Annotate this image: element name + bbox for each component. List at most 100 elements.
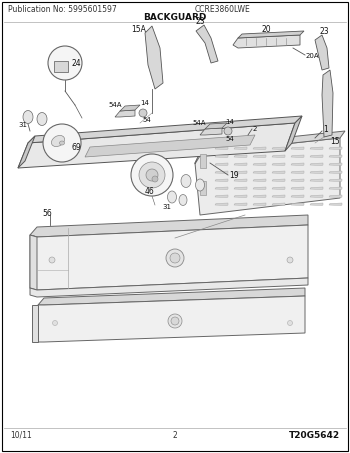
Circle shape [48,46,82,80]
Polygon shape [195,146,205,164]
Polygon shape [310,163,323,165]
Text: 54A: 54A [108,102,121,108]
Polygon shape [310,171,323,173]
Polygon shape [30,215,308,237]
Text: 54: 54 [142,117,151,123]
Text: 20: 20 [262,24,272,34]
Polygon shape [253,147,266,149]
Text: 10/11: 10/11 [10,430,32,439]
Polygon shape [329,147,342,149]
Circle shape [170,253,180,263]
Circle shape [139,109,147,117]
Text: 54A: 54A [192,120,205,126]
Polygon shape [196,25,218,63]
Polygon shape [195,138,340,215]
Polygon shape [215,195,228,198]
Text: Publication No: 5995601597: Publication No: 5995601597 [8,5,117,14]
Text: 15: 15 [330,136,339,145]
Polygon shape [215,155,228,158]
Text: 20A: 20A [306,53,320,59]
Circle shape [168,314,182,328]
Polygon shape [272,203,285,206]
Polygon shape [329,187,342,189]
Polygon shape [215,163,228,165]
Polygon shape [200,128,222,135]
Polygon shape [315,35,329,70]
Polygon shape [310,187,323,189]
Polygon shape [238,31,304,38]
Text: 14: 14 [225,119,234,125]
Polygon shape [120,105,140,111]
Polygon shape [28,116,302,143]
Ellipse shape [51,135,64,147]
Text: 23: 23 [320,28,330,37]
Text: T20G5642: T20G5642 [289,430,340,439]
Ellipse shape [179,194,187,206]
Polygon shape [38,296,305,342]
Polygon shape [234,163,247,165]
Polygon shape [234,195,247,198]
Text: 1: 1 [323,125,328,135]
Polygon shape [310,155,323,158]
Polygon shape [233,35,300,48]
Polygon shape [291,203,304,206]
Polygon shape [272,187,285,189]
Polygon shape [322,70,333,137]
Circle shape [166,249,184,267]
Text: CCRE3860LWE: CCRE3860LWE [195,5,251,14]
Circle shape [287,321,293,326]
Text: 14: 14 [140,100,149,106]
Polygon shape [215,187,228,189]
Polygon shape [85,135,255,157]
Polygon shape [329,203,342,206]
Text: 54: 54 [225,136,234,142]
Polygon shape [234,155,247,158]
Ellipse shape [37,112,47,125]
Polygon shape [253,155,266,158]
Circle shape [146,169,158,181]
Text: 23: 23 [196,16,206,25]
Polygon shape [30,278,308,297]
Text: 24: 24 [71,58,81,67]
Polygon shape [272,163,285,165]
Polygon shape [272,195,285,198]
Text: 19: 19 [229,172,239,180]
Polygon shape [32,305,38,342]
Polygon shape [253,171,266,173]
Text: 56: 56 [42,208,52,217]
Polygon shape [253,187,266,189]
Polygon shape [272,147,285,149]
Circle shape [49,257,55,263]
Text: 31: 31 [18,122,27,128]
Polygon shape [200,131,345,153]
Polygon shape [253,195,266,198]
Polygon shape [234,187,247,189]
Polygon shape [253,163,266,165]
Polygon shape [291,195,304,198]
Polygon shape [215,171,228,173]
Text: 31: 31 [162,204,171,210]
Polygon shape [291,147,304,149]
Polygon shape [234,171,247,173]
Bar [200,154,206,168]
Bar [54,61,68,72]
Polygon shape [234,147,247,149]
Polygon shape [30,225,308,290]
Circle shape [287,257,293,263]
Polygon shape [234,179,247,182]
Polygon shape [205,123,227,129]
Text: 15A: 15A [131,25,146,34]
Polygon shape [310,195,323,198]
Circle shape [131,154,173,196]
Polygon shape [285,116,302,151]
Text: 2: 2 [173,430,177,439]
Polygon shape [329,171,342,173]
Polygon shape [115,110,135,117]
Circle shape [171,317,179,325]
Ellipse shape [60,141,64,145]
Circle shape [224,127,232,135]
Ellipse shape [181,174,191,188]
Bar [200,181,206,195]
Ellipse shape [23,111,33,124]
Circle shape [43,124,81,162]
